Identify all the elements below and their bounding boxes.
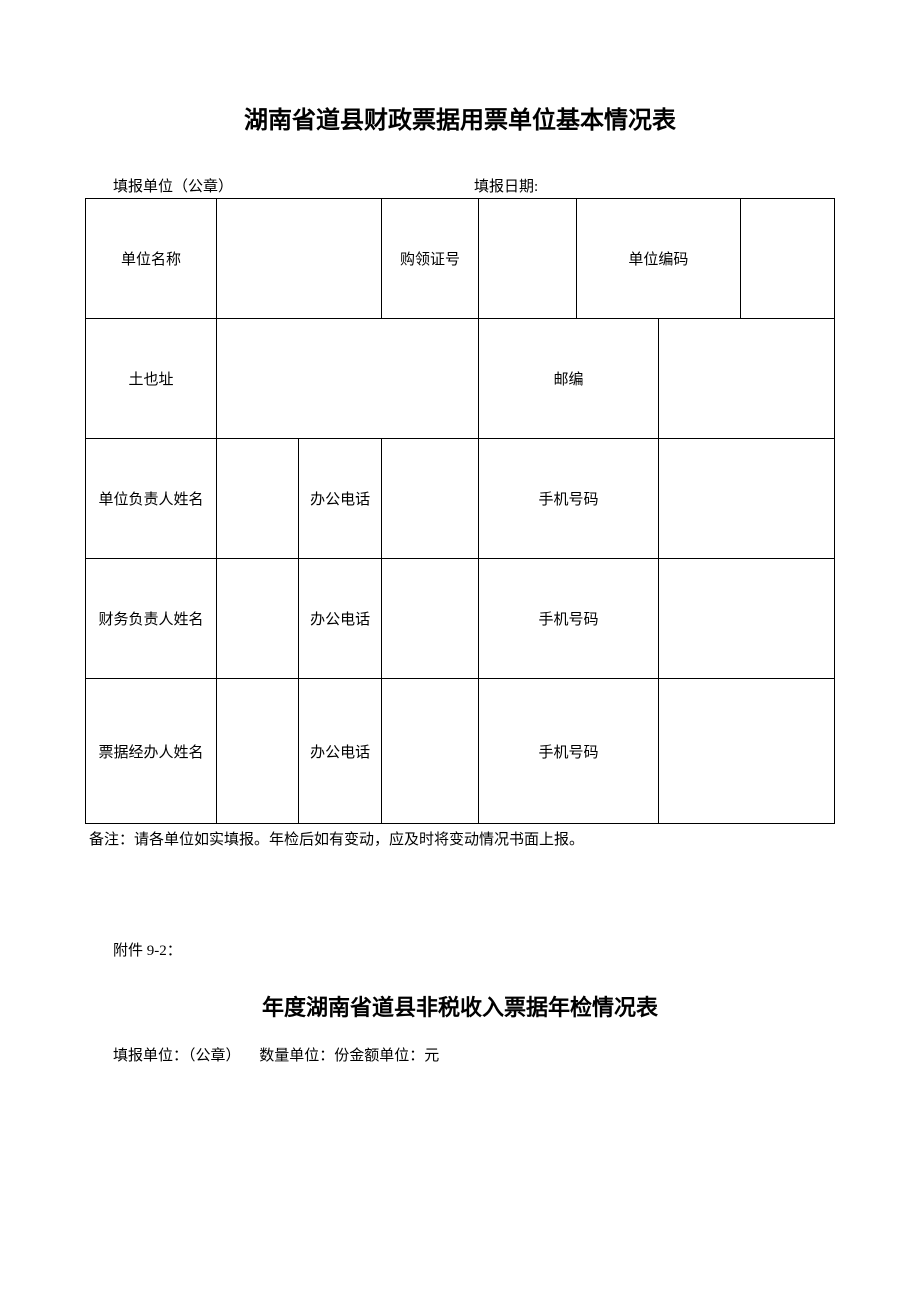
appendix-label: 附件 9-2： xyxy=(85,939,835,960)
office-phone-value xyxy=(381,559,478,679)
report-date-label: 填报日期: xyxy=(474,175,835,196)
mobile-label: 手机号码 xyxy=(479,679,659,824)
mobile-value xyxy=(658,439,834,559)
table-row: 单位负责人姓名 办公电话 手机号码 xyxy=(86,439,835,559)
table-row: 财务负责人姓名 办公电话 手机号码 xyxy=(86,559,835,679)
cert-number-label: 购领证号 xyxy=(381,199,478,319)
unit-name-label: 单位名称 xyxy=(86,199,217,319)
office-phone-value xyxy=(381,439,478,559)
form-header-1: 填报单位（公章） 填报日期: xyxy=(85,175,835,196)
mobile-value xyxy=(658,559,834,679)
office-phone-value xyxy=(381,679,478,824)
office-phone-label: 办公电话 xyxy=(299,559,381,679)
page-title-1: 湖南省道县财政票据用票单位基本情况表 xyxy=(85,100,835,135)
page-title-2: 年度湖南省道县非税收入票据年检情况表 xyxy=(85,990,835,1022)
office-phone-label: 办公电话 xyxy=(299,679,381,824)
address-label: 土也址 xyxy=(86,319,217,439)
unit-code-value xyxy=(741,199,835,319)
note-text: 备注：请各单位如实填报。年检后如有变动，应及时将变动情况书面上报。 xyxy=(85,828,835,849)
postcode-value xyxy=(658,319,834,439)
mobile-value xyxy=(658,679,834,824)
office-phone-label: 办公电话 xyxy=(299,439,381,559)
mobile-label: 手机号码 xyxy=(479,439,659,559)
unit-code-label: 单位编码 xyxy=(576,199,741,319)
unit-name-value xyxy=(217,199,382,319)
receipt-handler-value xyxy=(217,679,299,824)
postcode-label: 邮编 xyxy=(479,319,659,439)
basic-info-table: 单位名称 购领证号 单位编码 土也址 邮编 单位负责人姓名 办公电话 手机号码 … xyxy=(85,198,835,824)
mobile-label: 手机号码 xyxy=(479,559,659,679)
table-row: 单位名称 购领证号 单位编码 xyxy=(86,199,835,319)
receipt-handler-label: 票据经办人姓名 xyxy=(86,679,217,824)
cert-number-value xyxy=(479,199,576,319)
table-row: 票据经办人姓名 办公电话 手机号码 xyxy=(86,679,835,824)
report-unit-label: 填报单位（公章） xyxy=(113,175,474,196)
unit-manager-value xyxy=(217,439,299,559)
finance-manager-label: 财务负责人姓名 xyxy=(86,559,217,679)
table-row: 土也址 邮编 xyxy=(86,319,835,439)
unit-manager-label: 单位负责人姓名 xyxy=(86,439,217,559)
address-value xyxy=(217,319,479,439)
finance-manager-value xyxy=(217,559,299,679)
form-header-2: 填报单位：（公章） 数量单位：份金额单位：元 xyxy=(85,1044,835,1065)
